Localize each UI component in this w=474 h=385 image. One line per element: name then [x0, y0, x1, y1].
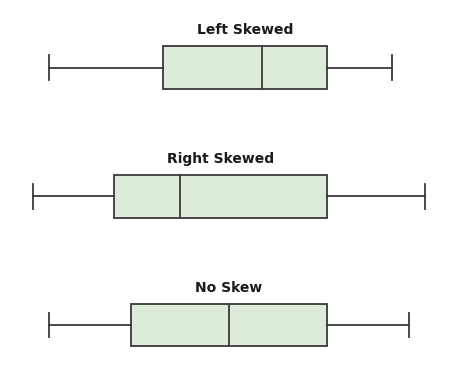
Text: Left Skewed: Left Skewed: [197, 23, 293, 37]
Bar: [164, 46, 327, 89]
Text: Right Skewed: Right Skewed: [167, 152, 274, 166]
Text: No Skew: No Skew: [195, 281, 263, 295]
Bar: [114, 175, 327, 218]
Bar: [131, 304, 327, 346]
